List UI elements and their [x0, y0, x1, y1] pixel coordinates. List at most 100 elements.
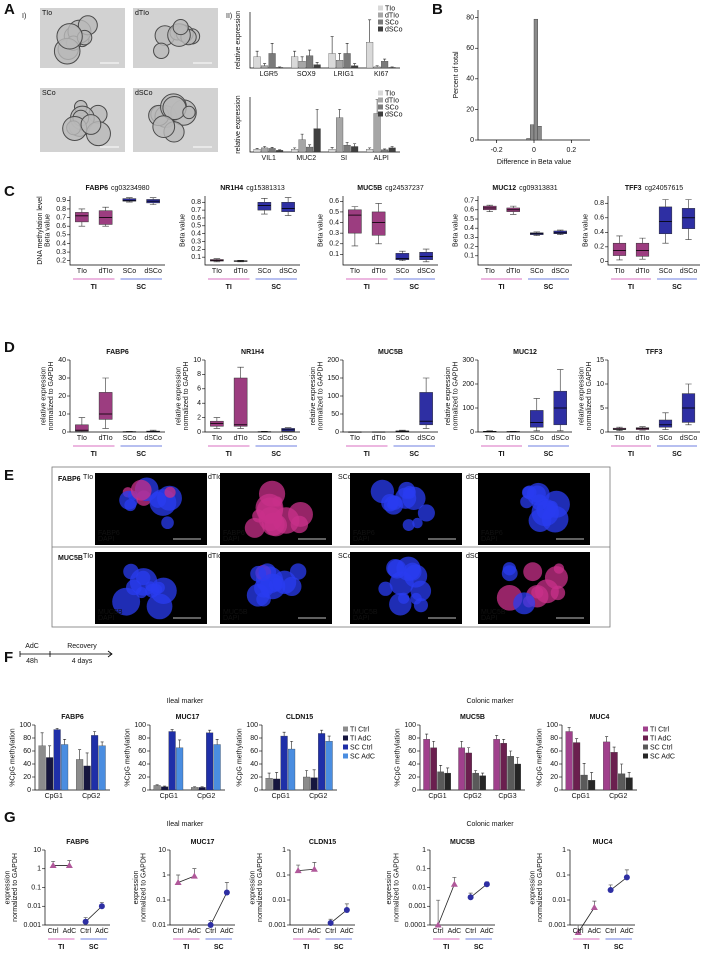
group-label: TI [628, 284, 634, 291]
legend-swatch [378, 12, 383, 18]
box [75, 212, 89, 223]
box [419, 392, 433, 426]
y-axis-label: Beta value [582, 214, 589, 247]
bar [343, 53, 351, 69]
y-axis-label: Beta value [317, 214, 324, 247]
error-bar [474, 770, 478, 774]
y-tick-label: 30 [58, 375, 66, 382]
bar [325, 741, 333, 791]
error-bar [293, 147, 297, 150]
y-tick-label: 1 [282, 847, 286, 854]
y-tick-label: 80 [250, 735, 258, 742]
legend-swatch [343, 735, 348, 741]
error-bar [481, 772, 485, 776]
timeline-arrow [19, 650, 113, 658]
organoid [402, 519, 415, 531]
legend-swatch [643, 744, 648, 750]
error-bar [263, 63, 267, 66]
x-tick-label: dSCo [279, 435, 297, 442]
x-tick-label: dTIo [372, 268, 386, 275]
legend-label: SC AdC [650, 753, 675, 760]
bar [465, 752, 472, 791]
organoid [112, 587, 141, 616]
hist-bar [533, 18, 538, 141]
bar [261, 147, 269, 153]
error-bar [390, 146, 394, 148]
y-axis-label: relative expression [235, 95, 242, 153]
error-bar [300, 56, 304, 62]
x-tick-label: AdC [308, 928, 322, 935]
panel-label: A [4, 1, 15, 18]
y-tick-label: 10 [33, 847, 41, 854]
hist-bar [537, 126, 542, 141]
x-tick-label: KI67 [374, 71, 389, 78]
y-tick-label: 0.01 [152, 922, 166, 929]
x-tick-label: ALPI [374, 155, 389, 162]
legend-swatch [378, 97, 383, 103]
y-axis-label: relative expression [40, 367, 47, 425]
y-tick-label: 0.4 [464, 225, 474, 232]
y-tick-label: 0.2 [56, 258, 66, 265]
whisker-high [662, 199, 669, 207]
chart-title: NR1H4 cg15381313 [220, 185, 285, 192]
bar [298, 61, 306, 69]
box [98, 392, 113, 420]
y-tick-label: 0.7 [464, 197, 474, 204]
error-bar [590, 772, 594, 781]
row-label: MUC5B [58, 555, 83, 562]
legend-swatch [343, 726, 348, 732]
y-axis-label: normalized to GAPDH [586, 362, 593, 431]
panel-label: D [4, 339, 15, 356]
point [590, 904, 598, 911]
x-tick-label: AdC [220, 928, 234, 935]
group-label: SC [334, 944, 344, 951]
legend-swatch [643, 735, 648, 741]
y-tick-label: 80 [466, 14, 474, 21]
x-tick-label: dTIo [234, 268, 248, 275]
timeline-label: 4 days [72, 658, 93, 665]
whisker-low [422, 259, 430, 263]
bar [91, 735, 99, 791]
whisker-low [486, 209, 493, 212]
bar [336, 60, 344, 69]
y-tick-label: 100 [134, 722, 146, 729]
image-title: TIo [83, 553, 93, 560]
box [233, 377, 248, 427]
box [681, 208, 696, 229]
x-tick-label: SCo [123, 435, 137, 442]
bar [153, 785, 161, 791]
section-title: Ileal marker [167, 698, 204, 705]
y-tick-label: 0.4 [329, 219, 339, 226]
x-tick-label: CpG1 [572, 793, 590, 800]
whisker-high [616, 235, 623, 244]
legend-label: dSCo [385, 111, 403, 118]
legend-label: dSCo [385, 26, 403, 33]
error-bar [460, 740, 464, 748]
y-tick-label: 0.3 [191, 238, 201, 245]
x-tick-label: SCo [396, 435, 410, 442]
x-tick-label: Ctrl [48, 928, 59, 935]
bar [444, 772, 451, 791]
group-label: TI [583, 944, 589, 951]
legend-label: dTIo [385, 97, 399, 104]
bar [276, 67, 284, 69]
x-tick-label: dSCo [417, 435, 435, 442]
image-title: SCo [338, 474, 352, 481]
organoid [182, 105, 196, 120]
whisker-low [639, 256, 646, 260]
organoid [412, 517, 423, 529]
organoid [534, 579, 559, 604]
y-tick-label: 0.2 [191, 246, 201, 253]
y-tick-label: 0.2 [464, 243, 474, 250]
section-title: Ileal marker [167, 821, 204, 828]
y-tick-label: 20 [58, 393, 66, 400]
organoid [164, 486, 176, 498]
group-label: SC [474, 944, 484, 951]
whisker-high [685, 199, 692, 209]
chart-title-gene: FABP6 [61, 714, 84, 721]
x-tick-label: Ctrl [80, 928, 91, 935]
organoid [403, 562, 422, 581]
whisker-low [422, 424, 430, 429]
bar [565, 731, 573, 791]
image-title: dTIo [208, 474, 222, 481]
